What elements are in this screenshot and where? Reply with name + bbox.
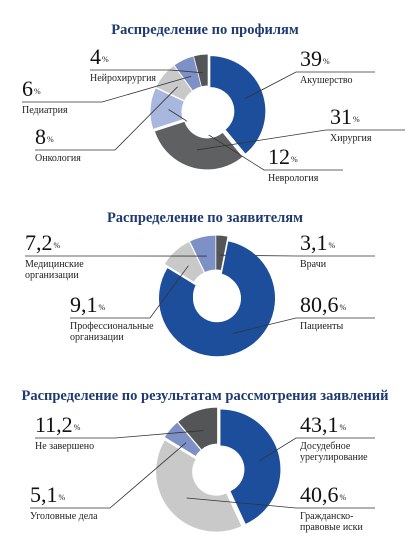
unit-sign: % bbox=[47, 135, 54, 144]
value-text: 7,2 bbox=[25, 230, 53, 255]
leader-line bbox=[30, 442, 187, 509]
unit-sign: % bbox=[353, 115, 360, 124]
category-label: Досудебное урегулирование bbox=[300, 441, 368, 463]
unit-sign: % bbox=[328, 241, 336, 250]
unit-sign: % bbox=[339, 303, 347, 312]
donut-hole bbox=[195, 447, 241, 493]
value-label: 3,1% bbox=[300, 232, 335, 257]
value-text: 39 bbox=[300, 46, 322, 71]
category-label: Пациенты bbox=[300, 321, 344, 332]
category-label: Не завершено bbox=[35, 441, 95, 452]
donut-segment bbox=[164, 422, 201, 456]
leader-line bbox=[35, 430, 204, 439]
category-label: Профессиональные организации bbox=[70, 321, 154, 343]
value-text: 40,6 bbox=[300, 482, 339, 507]
value-text: 3,1 bbox=[300, 230, 328, 255]
leader-line bbox=[244, 71, 375, 99]
value-label: 39% bbox=[300, 48, 330, 73]
leader-line bbox=[70, 265, 189, 319]
donut-segment bbox=[156, 65, 192, 101]
donut-segment bbox=[156, 440, 242, 532]
value-label: 6% bbox=[22, 78, 41, 103]
category-label: Медицинские организации bbox=[25, 259, 84, 281]
category-label: Врачи bbox=[300, 259, 327, 270]
unit-sign: % bbox=[323, 57, 330, 66]
category-label: Нейрохирургия bbox=[90, 73, 157, 84]
value-text: 8 bbox=[35, 124, 46, 149]
unit-sign: % bbox=[34, 87, 41, 96]
value-label: 8% bbox=[35, 126, 54, 151]
donut-segment bbox=[164, 241, 204, 282]
value-text: 12 bbox=[268, 144, 290, 169]
value-label: 9,1% bbox=[70, 294, 105, 319]
donut-segment bbox=[150, 88, 184, 129]
donut-hole bbox=[193, 273, 239, 319]
chart-title: Распределение по заявителям bbox=[106, 210, 304, 226]
category-label: Педиатрия bbox=[22, 105, 68, 116]
category-label: Онкология bbox=[35, 153, 81, 164]
value-label: 31% bbox=[330, 106, 360, 131]
value-text: 31 bbox=[330, 104, 352, 129]
unit-sign: % bbox=[102, 55, 109, 64]
value-text: 6 bbox=[22, 76, 33, 101]
value-label: 11,2% bbox=[35, 414, 80, 439]
category-label: Хирургия bbox=[330, 133, 372, 144]
category-label: Неврология bbox=[268, 173, 319, 184]
unit-sign: % bbox=[291, 155, 298, 164]
unit-sign: % bbox=[73, 423, 81, 432]
value-text: 11,2 bbox=[35, 412, 73, 437]
category-label: Гражданско- правовые иски bbox=[300, 511, 363, 533]
donut-segment bbox=[194, 54, 208, 87]
leader-line bbox=[186, 497, 375, 509]
value-label: 7,2% bbox=[25, 232, 60, 257]
chart-title: Распределение по профилям bbox=[111, 22, 299, 38]
unit-sign: % bbox=[53, 241, 61, 250]
unit-sign: % bbox=[98, 303, 106, 312]
leader-line bbox=[22, 75, 192, 103]
value-label: 40,6% bbox=[300, 484, 346, 509]
leader-line bbox=[232, 317, 375, 334]
value-label: 43,1% bbox=[300, 414, 346, 439]
value-text: 5,1 bbox=[30, 482, 58, 507]
chart-title: Распределение по результатам рассмотрени… bbox=[21, 388, 389, 404]
donut-segment bbox=[178, 407, 218, 450]
leader-line bbox=[35, 86, 178, 151]
donut-hole bbox=[185, 89, 231, 135]
donut-segment bbox=[220, 409, 281, 524]
value-label: 5,1% bbox=[30, 484, 65, 509]
value-text: 4 bbox=[90, 44, 101, 69]
donut-segment bbox=[159, 241, 276, 357]
category-label: Акушерство bbox=[300, 75, 353, 86]
unit-sign: % bbox=[339, 423, 347, 432]
value-label: 12% bbox=[268, 146, 298, 171]
unit-sign: % bbox=[58, 493, 66, 502]
unit-sign: % bbox=[339, 493, 347, 502]
donut-segment bbox=[190, 235, 216, 272]
leader-line bbox=[258, 437, 375, 462]
value-label: 80,6% bbox=[300, 294, 346, 319]
donut-segment bbox=[154, 121, 243, 170]
donut-segment bbox=[216, 235, 228, 270]
leader-line bbox=[196, 129, 405, 151]
value-label: 4% bbox=[90, 46, 109, 71]
value-text: 80,6 bbox=[300, 292, 339, 317]
category-label: Уголовные дела bbox=[30, 511, 98, 522]
leader-line bbox=[90, 69, 204, 74]
donut-segment bbox=[174, 56, 201, 91]
value-text: 9,1 bbox=[70, 292, 98, 317]
donut-segment bbox=[210, 56, 266, 154]
value-text: 43,1 bbox=[300, 412, 339, 437]
